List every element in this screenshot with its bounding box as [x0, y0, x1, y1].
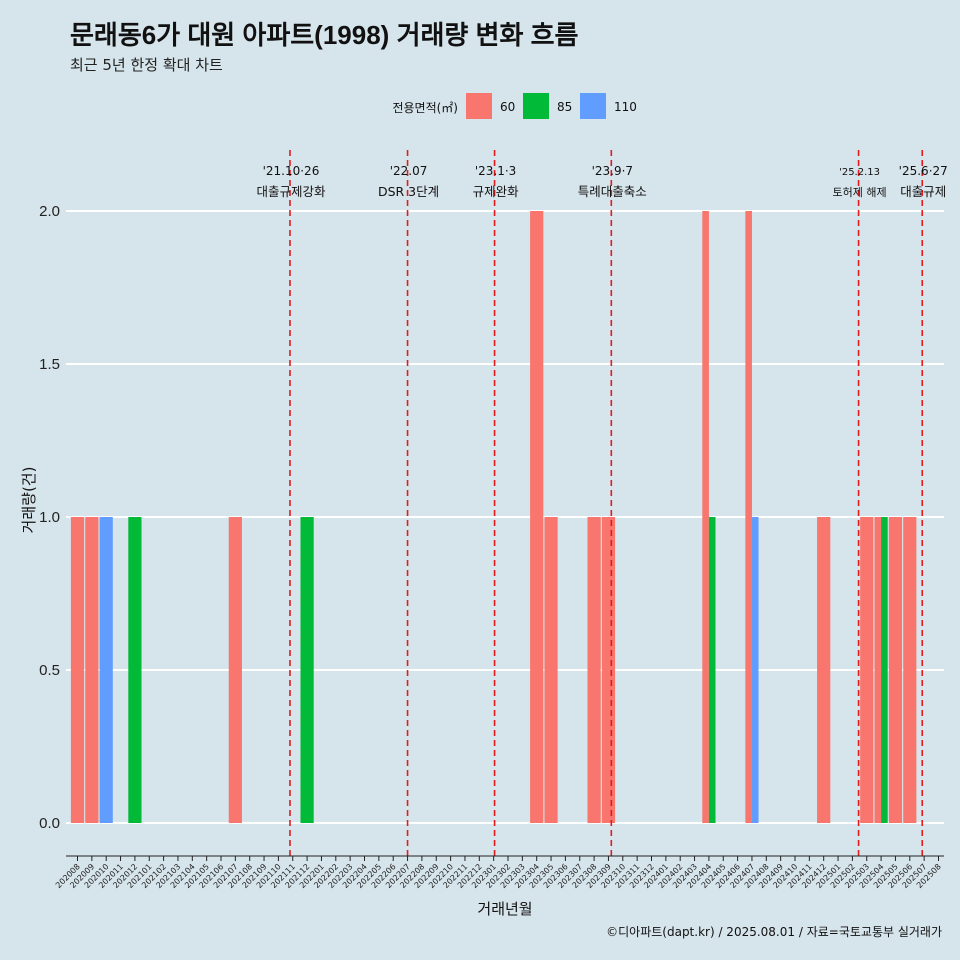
y-axis: 0.0 0.5 1.0 1.5 2.0: [39, 203, 60, 832]
bar-85-202112: [300, 517, 314, 823]
bar-60-202412: [817, 517, 831, 823]
bar-60-202107: [228, 517, 242, 823]
bar-60-202008: [70, 517, 85, 823]
legend-label-60: 60: [500, 100, 515, 114]
bar-60-202009: [85, 517, 99, 823]
legend-key-60: [466, 93, 492, 119]
x-axis: 2020082020092020102020112020122021012021…: [54, 855, 944, 890]
legend-title: 전용면적(㎡): [392, 101, 458, 115]
y-tick-label: 1.5: [39, 356, 60, 373]
legend: 전용면적(㎡) 60 85 110: [392, 93, 637, 119]
legend-label-110: 110: [614, 100, 637, 114]
event-date-label: '23.1·3: [475, 164, 516, 178]
event-name-label: 토허제 해제: [832, 185, 886, 199]
chart-subtitle: 최근 5년 한정 확대 차트: [70, 56, 223, 74]
event-name-label: 대출규제강화: [256, 184, 326, 199]
event-name-label: 규제완화: [473, 184, 520, 199]
caption: ©디아파트(dapt.kr) / 2025.08.01 / 자료=국토교통부 실…: [606, 925, 942, 939]
event-date-label: '22.07: [390, 164, 428, 178]
event-date-label: '21.10·26: [263, 164, 320, 178]
gridlines: [66, 210, 944, 824]
bar-110-202407: [751, 517, 759, 823]
event-date-label: '25.2.13: [839, 167, 880, 178]
bar-60-202506: [903, 517, 917, 823]
chart-title: 문래동6가 대원 아파트(1998) 거래량 변화 흐름: [70, 20, 579, 50]
event-date-label: '23.9·7: [592, 164, 633, 178]
bar-60-202505: [888, 517, 903, 823]
bar-60-202407: [745, 211, 752, 823]
x-axis-label: 거래년월: [477, 900, 532, 918]
bar-60-202305: [544, 517, 558, 823]
bar-60-202308: [587, 517, 601, 823]
y-axis-label: 거래량(건): [20, 467, 38, 534]
legend-key-85: [523, 93, 549, 119]
bar-85-202504: [881, 517, 888, 823]
y-tick-label: 0.5: [39, 662, 60, 679]
bar-60-202304: [530, 211, 544, 823]
bar-60-202503: [860, 517, 874, 823]
legend-key-110: [580, 93, 606, 119]
bar-110-202010: [99, 517, 113, 823]
bar-60-202504: [874, 517, 882, 823]
event-name-label: DSR 3단계: [378, 184, 439, 199]
event-name-label: 대출규제: [900, 184, 946, 199]
y-tick-label: 2.0: [39, 203, 60, 220]
bar-60-202309: [601, 517, 616, 823]
y-tick-label: 1.0: [39, 509, 60, 526]
legend-label-85: 85: [557, 100, 572, 114]
bar-85-202012: [128, 517, 142, 823]
bar-60-202404: [702, 211, 709, 823]
y-tick-label: 0.0: [39, 815, 60, 832]
bars: [70, 211, 917, 823]
event-name-label: 특례대출축소: [578, 184, 647, 199]
bar-85-202404: [708, 517, 716, 823]
event-date-label: '25.6·27: [899, 164, 948, 178]
event-markers: '21.10·26 대출규제강화 '22.07 DSR 3단계 '23.1·3 규제완화 '…: [256, 150, 948, 856]
